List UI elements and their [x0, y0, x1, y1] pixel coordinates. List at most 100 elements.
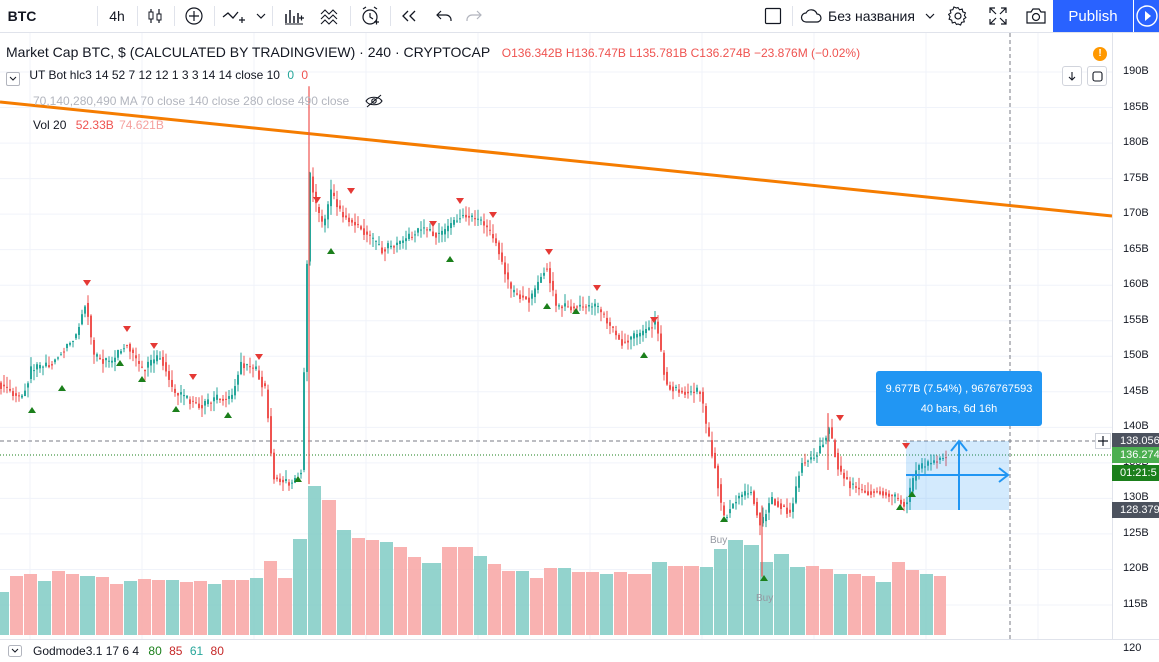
- candle-body: [246, 364, 248, 366]
- undo-icon: [436, 10, 452, 21]
- scroll-down-button[interactable]: [1062, 66, 1082, 86]
- volume-bar: [152, 580, 165, 635]
- square-icon: [764, 7, 782, 25]
- chevron-down-icon: [8, 645, 22, 657]
- chart-style-button[interactable]: [142, 0, 168, 32]
- candle-body: [573, 306, 575, 309]
- candle-body: [753, 491, 755, 504]
- indicators-button[interactable]: [280, 0, 308, 32]
- layout-name-button[interactable]: Без названия: [800, 0, 938, 32]
- candle-body: [897, 497, 899, 499]
- redo-button[interactable]: [460, 0, 486, 32]
- volume-bar: [474, 556, 487, 635]
- drawing-tools-dropdown[interactable]: [254, 0, 268, 32]
- candle-body: [849, 481, 851, 489]
- candle-body: [609, 322, 611, 326]
- candle-body: [945, 457, 947, 459]
- buy-signal-icon: [640, 352, 648, 358]
- select-layout-button[interactable]: [760, 0, 786, 32]
- volume-bar: [250, 578, 263, 635]
- volume-bar: [684, 566, 699, 635]
- volume-bar: [138, 579, 151, 635]
- volume-bar: [488, 564, 501, 635]
- collapse-pane-button[interactable]: [8, 644, 22, 662]
- candle-body: [807, 460, 809, 462]
- publish-menu-button[interactable]: [1134, 0, 1159, 32]
- publish-button[interactable]: Publish: [1053, 0, 1133, 32]
- alert-button[interactable]: [356, 0, 384, 32]
- candle-body: [348, 217, 350, 223]
- candle-body: [21, 395, 23, 398]
- buy-signal-icon: [224, 412, 232, 418]
- candle-body: [435, 232, 437, 238]
- candle-body: [456, 220, 458, 222]
- candle-body: [486, 225, 488, 228]
- price-chart[interactable]: Buy Buy: [0, 33, 1159, 639]
- candle-body: [882, 491, 884, 496]
- candle-body: [495, 238, 497, 244]
- financials-button[interactable]: [316, 0, 344, 32]
- volume-legend[interactable]: Vol 20 52.33B 74.621B: [33, 118, 164, 132]
- candle-body: [837, 452, 839, 470]
- candle-body: [870, 491, 872, 495]
- price-axis-label: 180B: [1123, 136, 1149, 149]
- candle-body: [426, 229, 428, 231]
- candle-body: [276, 477, 278, 480]
- volume-bar: [24, 574, 37, 635]
- candle-body: [24, 390, 26, 397]
- play-circle-icon: [1136, 5, 1158, 27]
- candle-body: [75, 334, 77, 339]
- main-series-legend[interactable]: Market Cap BTC, $ (CALCULATED BY TRADING…: [6, 44, 860, 60]
- symbol-search-button[interactable]: BTC: [6, 0, 38, 32]
- candle-body: [369, 234, 371, 236]
- volume-bar: [586, 572, 599, 635]
- volume-bar: [458, 547, 473, 635]
- ut-bot-legend[interactable]: UT Bot hlc3 14 52 7 12 12 1 3 3 14 14 cl…: [6, 68, 308, 86]
- drawing-tools-button[interactable]: [220, 0, 248, 32]
- candle-body: [933, 460, 935, 463]
- buy-signal-icon: [294, 476, 302, 482]
- candle-body: [468, 215, 470, 218]
- crosshair-price-tag: 138.056: [1112, 433, 1159, 449]
- volume-bar: [668, 566, 683, 635]
- price-axis-label: 160B: [1123, 278, 1149, 291]
- candle-body: [399, 240, 401, 244]
- candle-body: [741, 494, 743, 497]
- buy-signal-icon: [543, 303, 551, 309]
- restore-pane-button[interactable]: [1087, 66, 1107, 86]
- add-alert-button[interactable]: [1095, 433, 1111, 449]
- volume-bar: [422, 563, 441, 635]
- candle-body: [699, 391, 701, 394]
- ma-label: 70,140,280,490 MA 70 close 140 close 280…: [33, 94, 350, 108]
- compare-button[interactable]: [180, 0, 208, 32]
- candle-body: [903, 501, 905, 507]
- undo-button[interactable]: [432, 0, 458, 32]
- volume-bar: [208, 584, 221, 635]
- trend-line[interactable]: [0, 100, 1113, 218]
- warning-icon[interactable]: !: [1093, 47, 1107, 61]
- volume-bar: [600, 574, 613, 635]
- candle-body: [312, 176, 314, 193]
- snapshot-button[interactable]: [1022, 0, 1050, 32]
- candle-body: [78, 326, 80, 335]
- candle-body: [642, 330, 644, 336]
- fullscreen-button[interactable]: [984, 0, 1012, 32]
- replay-button[interactable]: [396, 0, 422, 32]
- volume-bar: [38, 581, 51, 635]
- candle-body: [264, 383, 266, 387]
- candle-body: [831, 427, 833, 439]
- candle-body: [780, 503, 782, 509]
- candle-body: [303, 372, 305, 470]
- volume-bar: [572, 572, 585, 635]
- price-axis[interactable]: [1112, 33, 1159, 639]
- ma-legend[interactable]: 70,140,280,490 MA 70 close 140 close 280…: [33, 94, 383, 108]
- sell-signal-icon: [836, 415, 844, 421]
- godmode-pane[interactable]: Godmode3.1 17 6 4 80 85 61 80 120: [0, 639, 1159, 660]
- collapse-legend-button[interactable]: [6, 72, 20, 86]
- interval-button[interactable]: 4h: [104, 0, 130, 32]
- eye-hidden-icon[interactable]: [364, 94, 383, 108]
- candle-body: [501, 252, 503, 262]
- candle-body: [84, 306, 86, 314]
- candle-body: [390, 245, 392, 248]
- settings-button[interactable]: [944, 0, 972, 32]
